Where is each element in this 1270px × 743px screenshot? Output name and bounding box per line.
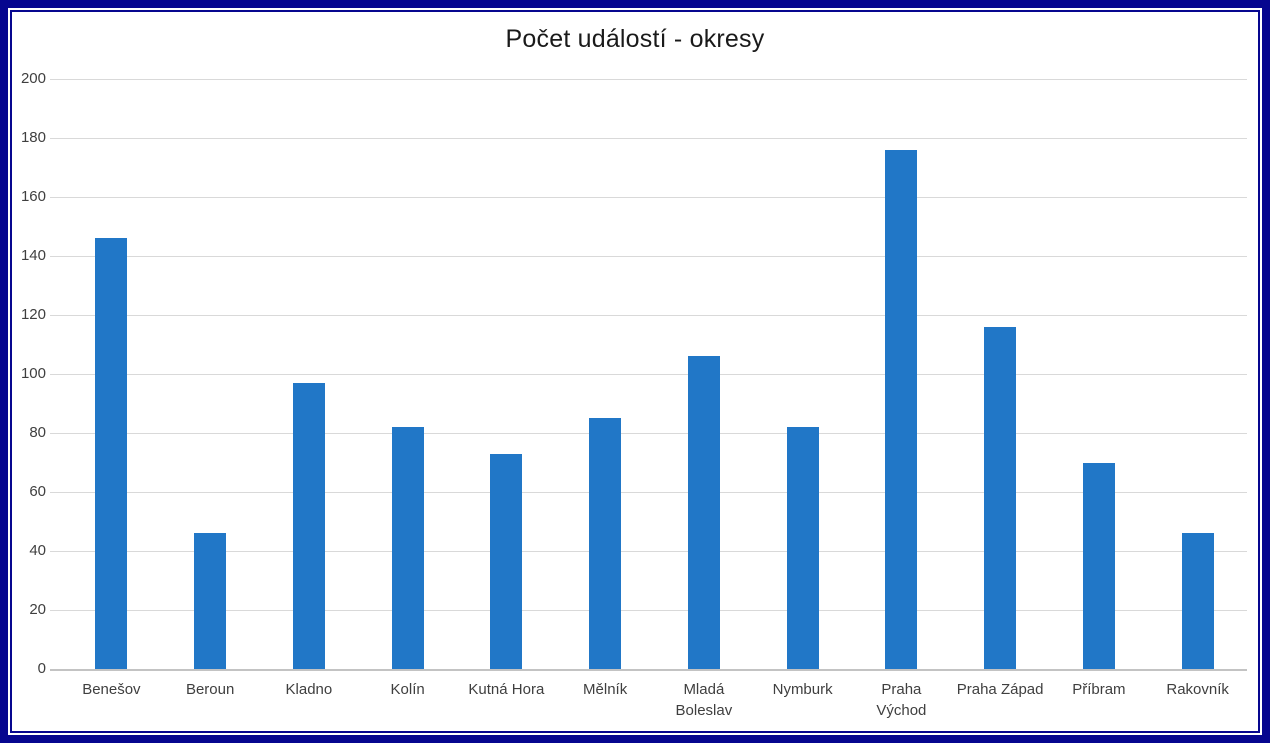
bar-kutná-hora (490, 453, 523, 669)
x-category-label-line: Kladno (285, 681, 333, 698)
y-tick-label-60: 60 (29, 483, 46, 500)
x-category-label-praha-západ: Praha Západ (951, 679, 1050, 700)
bar-beroun (194, 533, 227, 669)
x-category-label-line: Benešov (82, 681, 141, 698)
x-category-label-line: Boleslav (675, 702, 733, 719)
x-category-label-příbram: Příbram (1050, 679, 1149, 700)
x-category-label-line: Beroun (185, 681, 235, 698)
gridline-80 (50, 433, 1247, 434)
gridline-100 (50, 374, 1247, 375)
bar-kladno (292, 382, 325, 669)
y-tick-label-200: 200 (20, 70, 46, 87)
x-category-label-line: Mladá (683, 681, 725, 698)
x-category-label-kladno: Kladno (260, 679, 359, 700)
bar-rakovník (1181, 533, 1214, 669)
bar-praha-západ (984, 326, 1017, 669)
chart-title: Počet událostí - okresy (505, 25, 765, 53)
bar-kolín (391, 427, 424, 669)
y-tick-label-100: 100 (20, 365, 46, 382)
x-category-label-line: Rakovník (1166, 681, 1229, 698)
x-category-label-line: Příbram (1072, 681, 1126, 698)
gridline-200 (50, 79, 1247, 80)
x-category-label-line: Praha (881, 681, 922, 698)
y-tick-label-80: 80 (29, 424, 46, 441)
y-tick-label-20: 20 (29, 601, 46, 618)
x-category-label-line: Kutná Hora (468, 681, 545, 698)
x-category-label-benešov: Benešov (62, 679, 161, 700)
y-tick-label-40: 40 (29, 542, 46, 559)
x-category-label-line: Nymburk (772, 681, 833, 698)
x-category-label-mělník: Mělník (556, 679, 655, 700)
bar-mladá-boleslav (687, 356, 720, 669)
gridline-180 (50, 138, 1247, 139)
gridline-120 (50, 315, 1247, 316)
x-axis-line (50, 668, 1247, 671)
bar-mělník (589, 418, 622, 669)
x-category-label-beroun: Beroun (161, 679, 260, 700)
gridline-60 (50, 492, 1247, 493)
x-category-label-praha-východ: Praha Východ (852, 679, 951, 721)
bar-příbram (1082, 462, 1115, 669)
x-category-label-kutná-hora: Kutná Hora (457, 679, 556, 700)
x-category-label-nymburk: Nymburk (753, 679, 852, 700)
x-category-label-line: Východ (876, 702, 927, 719)
x-category-label-rakovník: Rakovník (1148, 679, 1247, 700)
x-category-label-line: Kolín (390, 681, 425, 698)
gridline-160 (50, 197, 1247, 198)
x-category-label-line: Mělník (583, 681, 628, 698)
y-tick-label-0: 0 (37, 660, 46, 677)
y-tick-label-140: 140 (20, 247, 46, 264)
bar-benešov (95, 238, 128, 669)
x-category-label-kolín: Kolín (358, 679, 457, 700)
chart-canvas: Počet událostí - okresy 0 20 40 60 80 100 120 1… (10, 10, 1260, 733)
y-tick-label-120: 120 (20, 306, 46, 323)
y-tick-label-180: 180 (20, 129, 46, 146)
gridline-140 (50, 256, 1247, 257)
gridline-20 (50, 610, 1247, 611)
bar-nymburk (786, 427, 819, 669)
bar-praha-východ (885, 149, 918, 669)
x-category-label-line: Praha Západ (956, 681, 1044, 698)
x-category-label-mladá-boleslav: Mladá Boleslav (655, 679, 754, 721)
gridline-40 (50, 551, 1247, 552)
y-tick-label-160: 160 (20, 188, 46, 205)
